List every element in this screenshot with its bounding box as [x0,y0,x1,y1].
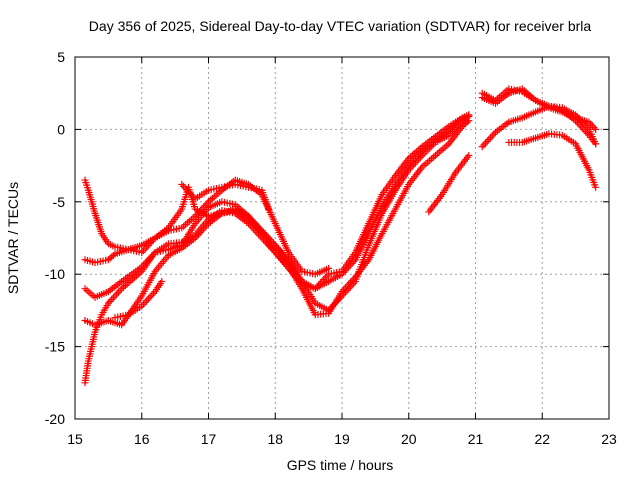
series-trace-12 [505,130,600,191]
y-tick-label: 0 [57,121,65,137]
series-trace-11 [478,102,600,151]
data-point [592,140,600,148]
plot-frame [74,56,610,420]
x-tick-label: 15 [67,431,83,447]
x-tick-label: 18 [267,431,283,447]
series-trace-5 [81,111,473,293]
y-tick-label: -20 [45,411,65,427]
x-axis-label: GPS time / hours [287,457,394,473]
chart-title: Day 356 of 2025, Sidereal Day-to-day VTE… [89,18,592,34]
grid-lines [75,57,609,419]
x-tick-label: 17 [201,431,217,447]
data-point [592,125,600,133]
y-tick-label: 5 [57,49,65,65]
series-trace-4 [81,117,473,387]
x-tick-label: 23 [601,431,617,447]
y-tick-label: -15 [45,339,65,355]
data-point [592,183,600,191]
x-tick-label: 20 [401,431,417,447]
x-tick-label: 22 [534,431,550,447]
data-point [158,277,166,285]
data-point [463,118,471,126]
axis-ticks: 15 16 17 18 19 20 21 22 23 -20 -15 -10 -5 0 5 [45,49,617,447]
x-tick-label: 19 [334,431,350,447]
data-point [265,205,273,213]
x-tick-label: 21 [468,431,484,447]
data-point [465,111,473,119]
y-axis-label: SDTVAR / TECUs [5,182,21,294]
data-point [109,251,117,259]
series-trace-6 [111,277,166,322]
y-tick-label: -5 [53,194,66,210]
x-tick-label: 16 [134,431,150,447]
series-trace-8 [425,151,473,216]
data-points [81,85,600,387]
y-tick-label: -10 [45,266,65,282]
data-point [465,151,473,159]
series-trace-7 [178,180,273,213]
